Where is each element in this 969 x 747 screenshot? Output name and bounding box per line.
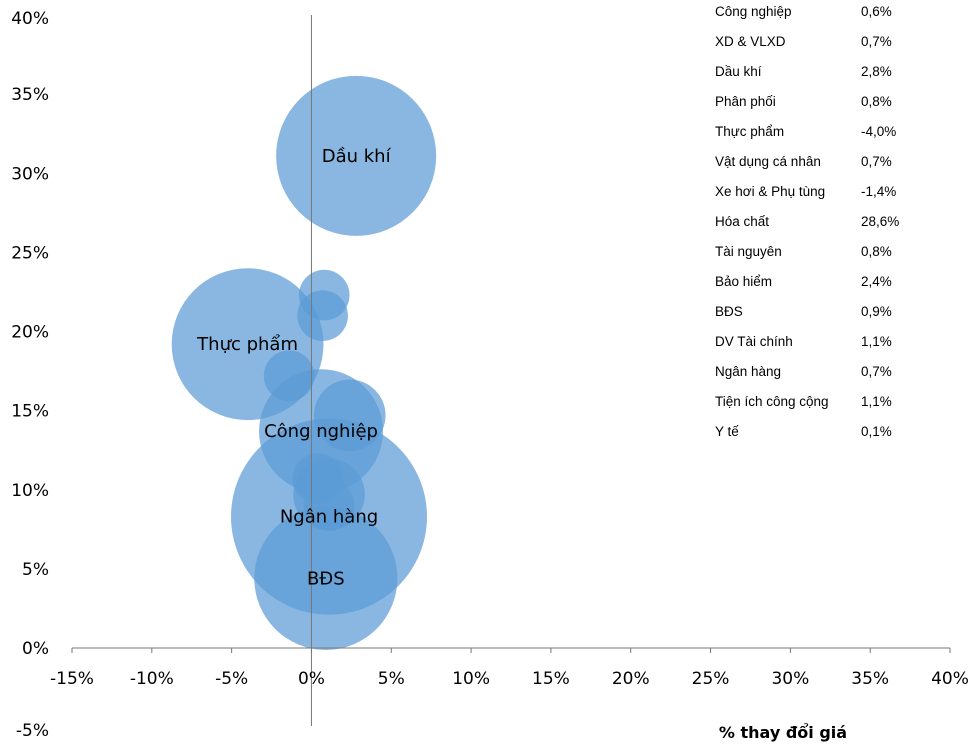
legend-table: Công nghiệp 0,6% XD & VLXD 0,7% Dầu khí 2,8% P… xyxy=(715,4,899,439)
legend-label: Công nghiệp xyxy=(715,4,792,19)
bubble-b-s xyxy=(254,506,398,650)
bubble-point-12 xyxy=(296,463,333,500)
bubble-layer xyxy=(171,75,437,650)
y-tick-label: 20% xyxy=(11,323,49,343)
bubble-label: Công nghiệp xyxy=(264,421,378,442)
y-tick-label: 35% xyxy=(11,85,49,105)
legend-value: 0,8% xyxy=(861,94,892,109)
legend-value: 0,6% xyxy=(861,4,892,19)
bubble-label-layer: Công nghiệp Dầu khí Thực phẩm Ngân hàng BĐS xyxy=(196,146,391,590)
legend-value: 0,8% xyxy=(861,244,892,259)
legend-label: Ngân hàng xyxy=(715,364,781,379)
x-tick-label: 20% xyxy=(612,669,650,689)
y-tick-labels: -5% 0% 5% 10% 15% 20% 25% 30% 35% 40% xyxy=(11,9,49,741)
bubble-point-6 xyxy=(313,379,386,452)
x-tick-label: 40% xyxy=(931,669,969,689)
x-tick-label: 30% xyxy=(771,669,809,689)
x-axis-title: % thay đổi giá xyxy=(719,723,847,742)
y-tick-label: -5% xyxy=(16,721,49,741)
legend-value: 2,8% xyxy=(861,64,892,79)
x-tick-label: -10% xyxy=(130,669,174,689)
bubble-label: BĐS xyxy=(307,568,345,589)
bubble-point-3 xyxy=(298,269,350,321)
y-tick-label: 40% xyxy=(11,9,49,29)
bubble-label: Dầu khí xyxy=(322,146,392,167)
x-tick-label: 10% xyxy=(452,669,490,689)
y-tick-label: 30% xyxy=(11,164,49,184)
legend-label: Thực phẩm xyxy=(715,124,784,139)
y-tick-label: 0% xyxy=(22,639,49,659)
legend-label: BĐS xyxy=(715,304,743,319)
legend-value: 1,1% xyxy=(861,334,892,349)
legend-label: XD & VLXD xyxy=(715,34,786,49)
legend-label: Dầu khí xyxy=(715,64,762,79)
y-tick-label: 5% xyxy=(22,560,49,580)
y-tick-label: 10% xyxy=(11,481,49,501)
legend-value: 0,7% xyxy=(861,154,892,169)
legend-value: 0,7% xyxy=(861,364,892,379)
legend-value: 28,6% xyxy=(861,214,899,229)
x-tick-label: 25% xyxy=(692,669,730,689)
legend-label: Y tế xyxy=(715,424,739,439)
legend-label: Bảo hiểm xyxy=(715,274,772,289)
x-tick-labels: -15% -10% -5% 0% 5% 10% 15% 20% 25% 30% 35% 40% xyxy=(50,669,969,689)
bubble-d-u-kh- xyxy=(276,75,437,236)
legend-value: -4,0% xyxy=(861,124,896,139)
legend-label: Xe hơi & Phụ tùng xyxy=(715,184,825,199)
y-tick-label: 25% xyxy=(11,243,49,263)
legend-label: Hóa chất xyxy=(715,214,769,229)
legend-value: -1,4% xyxy=(861,184,896,199)
x-tick-label: 5% xyxy=(378,669,405,689)
legend-value: 1,1% xyxy=(861,394,892,409)
legend-label: Tài nguyên xyxy=(715,244,782,259)
legend-label: Vật dụng cá nhân xyxy=(715,154,821,169)
bubble-label: Thực phẩm xyxy=(196,334,298,355)
x-tick-label: 0% xyxy=(298,669,325,689)
x-tick-label: -5% xyxy=(215,669,248,689)
legend-value: 0,7% xyxy=(861,34,892,49)
legend-value: 0,9% xyxy=(861,304,892,319)
bubble-label: Ngân hàng xyxy=(280,507,378,528)
legend-label: Phân phối xyxy=(715,94,776,109)
legend-label: Tiện ích công cộng xyxy=(715,394,829,409)
x-tick-label: 15% xyxy=(532,669,570,689)
x-tick-label: 35% xyxy=(851,669,889,689)
legend-label: DV Tài chính xyxy=(715,334,793,349)
x-tick-label: -15% xyxy=(50,669,94,689)
legend-value: 0,1% xyxy=(861,424,892,439)
y-tick-label: 15% xyxy=(11,402,49,422)
axes xyxy=(71,15,951,726)
bubble-point-5 xyxy=(263,350,315,402)
legend-value: 2,4% xyxy=(861,274,892,289)
